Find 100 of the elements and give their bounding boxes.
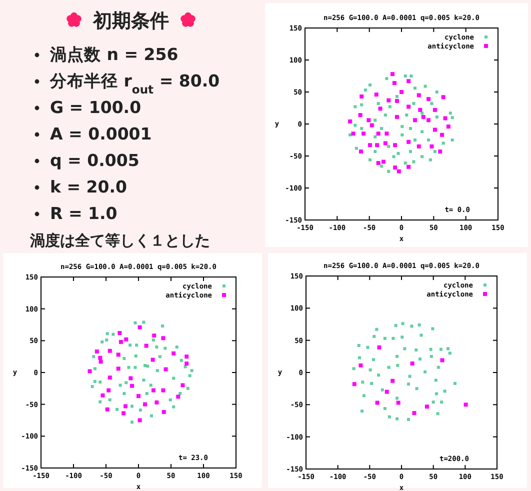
point — [124, 404, 128, 408]
point — [352, 382, 356, 386]
text: G = 100.0 — [50, 98, 142, 117]
point — [161, 388, 166, 392]
point — [184, 365, 187, 368]
point — [388, 105, 392, 108]
point — [161, 336, 166, 340]
point — [112, 332, 115, 336]
point — [412, 102, 416, 106]
point — [93, 380, 96, 383]
point — [440, 400, 444, 404]
point — [430, 102, 434, 106]
point — [426, 118, 431, 122]
point — [430, 354, 433, 358]
point — [128, 344, 132, 347]
point — [400, 336, 404, 339]
point — [366, 118, 371, 122]
point — [435, 115, 438, 118]
point — [406, 104, 411, 109]
point — [377, 345, 382, 350]
point — [105, 407, 110, 412]
point — [98, 380, 102, 384]
point — [164, 346, 167, 350]
point — [130, 404, 134, 408]
point — [158, 355, 162, 358]
point — [108, 398, 112, 402]
text: A = 0.0001 — [50, 124, 152, 144]
point — [122, 356, 126, 360]
point — [161, 324, 164, 328]
point — [368, 143, 372, 148]
point — [128, 376, 133, 380]
point — [138, 418, 142, 422]
point — [358, 363, 363, 368]
point — [106, 332, 109, 336]
point — [418, 108, 422, 112]
point — [424, 370, 427, 374]
point — [436, 412, 440, 416]
point — [370, 382, 374, 385]
point — [421, 114, 426, 119]
point — [358, 356, 361, 360]
point — [376, 132, 380, 136]
point — [392, 336, 395, 340]
point — [152, 334, 156, 338]
point — [380, 164, 384, 168]
point — [387, 144, 390, 148]
point — [408, 374, 412, 378]
point — [370, 123, 374, 128]
point — [438, 150, 442, 154]
point — [108, 348, 112, 353]
point — [127, 366, 130, 369]
point — [162, 410, 166, 414]
point — [396, 400, 400, 405]
point — [360, 103, 364, 106]
point — [368, 83, 372, 86]
point — [368, 368, 372, 372]
point — [116, 366, 120, 371]
point — [118, 384, 122, 387]
point — [134, 366, 137, 369]
point — [136, 394, 140, 398]
point — [427, 138, 430, 142]
point — [410, 324, 414, 328]
point — [426, 97, 431, 102]
point — [414, 86, 417, 90]
point — [142, 320, 146, 324]
point — [374, 118, 377, 122]
point — [442, 142, 445, 145]
point — [172, 376, 176, 380]
point — [377, 374, 380, 377]
point — [435, 392, 438, 396]
point — [450, 138, 454, 142]
point — [410, 74, 413, 78]
point — [116, 352, 120, 357]
point — [362, 132, 366, 136]
point — [118, 340, 123, 344]
point — [383, 141, 388, 146]
point — [360, 94, 364, 98]
point — [448, 352, 452, 355]
point — [378, 106, 382, 111]
point — [361, 380, 364, 384]
point — [98, 360, 103, 364]
text: 分布半径 r$_{out}$ = 80.0 — [49, 72, 220, 96]
point — [409, 150, 412, 154]
point — [134, 321, 137, 324]
point — [348, 119, 352, 124]
point — [446, 347, 450, 350]
point — [384, 132, 389, 136]
point — [352, 367, 356, 370]
point — [412, 411, 416, 416]
point — [393, 143, 398, 148]
point — [406, 79, 411, 84]
point — [106, 388, 111, 392]
point — [396, 169, 401, 174]
point — [400, 125, 404, 128]
point — [400, 133, 404, 136]
point — [354, 105, 357, 108]
point — [362, 394, 366, 398]
point — [381, 160, 386, 164]
point — [388, 415, 391, 418]
point — [145, 392, 148, 396]
point — [190, 369, 194, 372]
